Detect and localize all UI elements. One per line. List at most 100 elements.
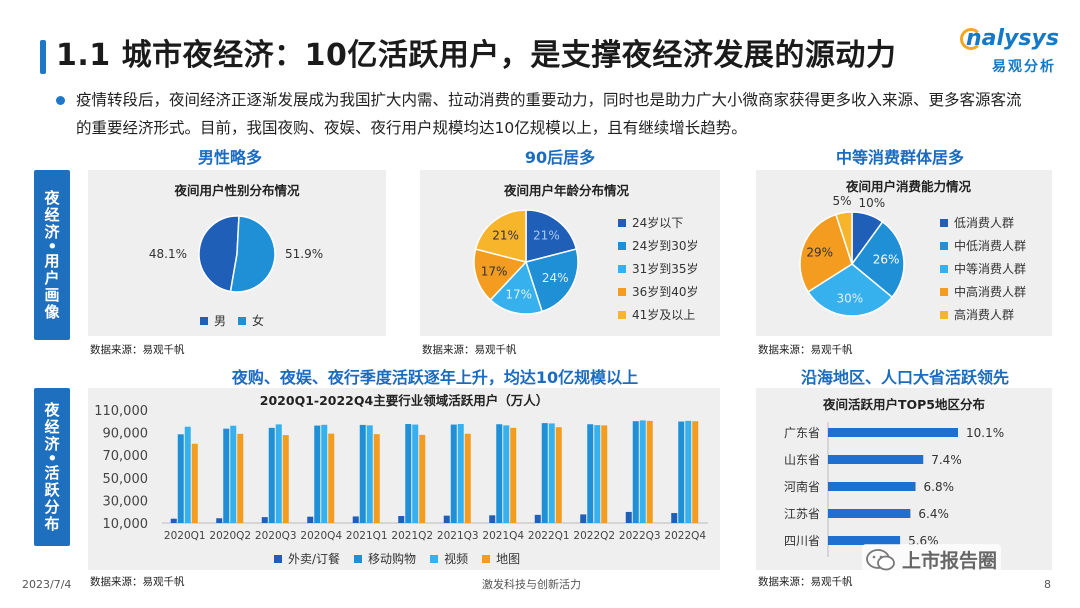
legend-item-age-3: 36岁到40岁	[618, 283, 699, 300]
pie-slice	[229, 215, 276, 293]
bar	[489, 515, 496, 523]
legend-item-cons-4: 高消费人群	[940, 306, 1026, 323]
legend-swatch	[940, 218, 948, 227]
legend-label: 24岁到30岁	[632, 239, 699, 253]
x-tick-label: 2020Q2	[209, 530, 251, 542]
legend-swatch	[618, 264, 626, 273]
legend-label: 移动购物	[368, 552, 417, 566]
bar	[237, 433, 244, 523]
y-tick-label: 10,000	[103, 517, 149, 532]
consumption-pie-chart: 10% 26% 30% 29% 5%	[799, 194, 905, 317]
bar	[503, 425, 510, 523]
quarterly-bar-chart: 10,000 30,000 50,000 70,000 90,000 110,000 202…	[94, 404, 708, 542]
bar-data-label: 10.1%	[966, 426, 1004, 440]
y-tick-label: 四川省	[784, 534, 820, 548]
pie-data-label: 24%	[542, 271, 569, 285]
age-chart-panel: 夜间用户年龄分布情况 21% 24% 17% 17% 21% 24岁以下 24岁到30岁…	[420, 170, 720, 336]
consumption-chart-title: 夜间用户消费能力情况	[846, 179, 972, 194]
region-chart-panel: 夜间活跃用户TOP5地区分布 广东省 10.1% 山东省 7.4% 河南省 6.8% 江苏省…	[756, 388, 1052, 570]
y-tick-label: 90,000	[103, 427, 149, 442]
x-tick-label: 2020Q3	[255, 530, 297, 542]
age-pie-chart: 21% 24% 17% 17% 21%	[473, 209, 579, 315]
gender-pie-chart: 48.1% 51.9%	[149, 215, 323, 293]
title-accent-bar	[40, 40, 46, 74]
x-tick-label: 2021Q4	[482, 530, 524, 542]
legend-label: 24岁以下	[632, 216, 684, 230]
bar	[359, 424, 366, 523]
pie-data-label: 17%	[481, 264, 508, 278]
age-legend: 24岁以下 24岁到30岁 31岁到35岁 36岁到40岁 41岁及以上	[618, 214, 699, 323]
legend-item-shopping: 移动购物	[354, 550, 416, 567]
analysys-logo: nalysys 易观分析	[960, 26, 1064, 78]
y-tick-label: 江苏省	[784, 507, 820, 521]
bar-data-label: 6.4%	[918, 507, 949, 521]
x-tick-label: 2022Q2	[573, 530, 615, 542]
bar	[580, 514, 587, 523]
bar	[398, 515, 405, 523]
legend-item-age-2: 31岁到35岁	[618, 260, 699, 277]
legend-label: 男	[214, 314, 227, 328]
legend-swatch	[618, 287, 626, 296]
pie-data-label: 48.1%	[149, 247, 187, 261]
logo-subtitle: 易观分析	[992, 59, 1056, 75]
legend-item-female: 女	[238, 312, 264, 329]
bar	[373, 434, 380, 523]
bar	[412, 424, 419, 523]
y-tick-label: 30,000	[103, 494, 149, 509]
legend-item-delivery: 外卖/订餐	[274, 550, 340, 567]
pie-slice	[807, 263, 894, 317]
x-tick-label: 2022Q1	[528, 530, 570, 542]
quarterly-chart-panel: 2020Q1-2022Q4主要行业领域活跃用户（万人） 10,000 30,000…	[88, 388, 720, 570]
pie-data-label: 10%	[858, 196, 885, 210]
x-tick-label: 2022Q4	[664, 530, 706, 542]
gender-heading: 男性略多	[197, 148, 262, 167]
region-heading: 沿海地区、人口大省活跃领先	[800, 368, 1009, 387]
bar	[216, 518, 223, 523]
bar	[534, 514, 541, 523]
bar	[510, 427, 517, 523]
bar	[632, 421, 639, 523]
bar	[170, 518, 177, 523]
source-note-region: 数据来源：易观千帆	[758, 576, 853, 588]
pie-data-label: 17%	[505, 287, 532, 301]
bar	[464, 433, 471, 523]
bar	[282, 435, 289, 523]
legend-label: 低消费人群	[954, 216, 1015, 230]
source-note-age: 数据来源：易观千帆	[422, 344, 517, 356]
legend-swatch	[940, 241, 948, 250]
legend-item-cons-3: 中高消费人群	[940, 283, 1026, 300]
bar	[457, 424, 464, 523]
legend-label: 女	[252, 314, 265, 328]
legend-label: 36岁到40岁	[632, 285, 699, 299]
gender-chart-panel: 夜间用户性别分布情况 48.1% 51.9% 男 女	[88, 170, 386, 336]
watermark-text: 上市报告圈	[902, 550, 998, 572]
legend-swatch	[940, 310, 948, 319]
legend-item-cons-1: 中低消费人群	[940, 237, 1026, 254]
y-tick-label: 50,000	[103, 472, 149, 487]
bar-data-label: 7.4%	[931, 453, 962, 467]
pie-data-label: 29%	[806, 245, 833, 259]
bar	[496, 424, 503, 523]
bar	[419, 434, 426, 523]
bar	[230, 425, 237, 523]
bar	[177, 434, 184, 523]
bar	[828, 536, 901, 545]
bar	[828, 482, 916, 491]
legend-item-age-1: 24岁到30岁	[618, 237, 699, 254]
logo-swoosh-icon	[960, 28, 982, 50]
legend-label: 31岁到35岁	[632, 262, 699, 276]
wechat-icon	[866, 548, 895, 570]
pie-data-label: 51.9%	[285, 247, 323, 261]
y-tick-label: 山东省	[784, 453, 820, 467]
quarterly-legend: 外卖/订餐 移动购物 视频 地图	[274, 550, 520, 567]
bar	[268, 427, 275, 523]
bar	[366, 425, 373, 523]
legend-swatch	[618, 241, 626, 250]
x-tick-label: 2020Q4	[300, 530, 342, 542]
bar	[223, 428, 230, 523]
legend-swatch	[618, 218, 626, 227]
bar	[405, 424, 412, 523]
bar	[685, 420, 692, 523]
logo-wordmark: nalysys	[966, 26, 1059, 51]
pie-data-label: 30%	[837, 291, 864, 305]
